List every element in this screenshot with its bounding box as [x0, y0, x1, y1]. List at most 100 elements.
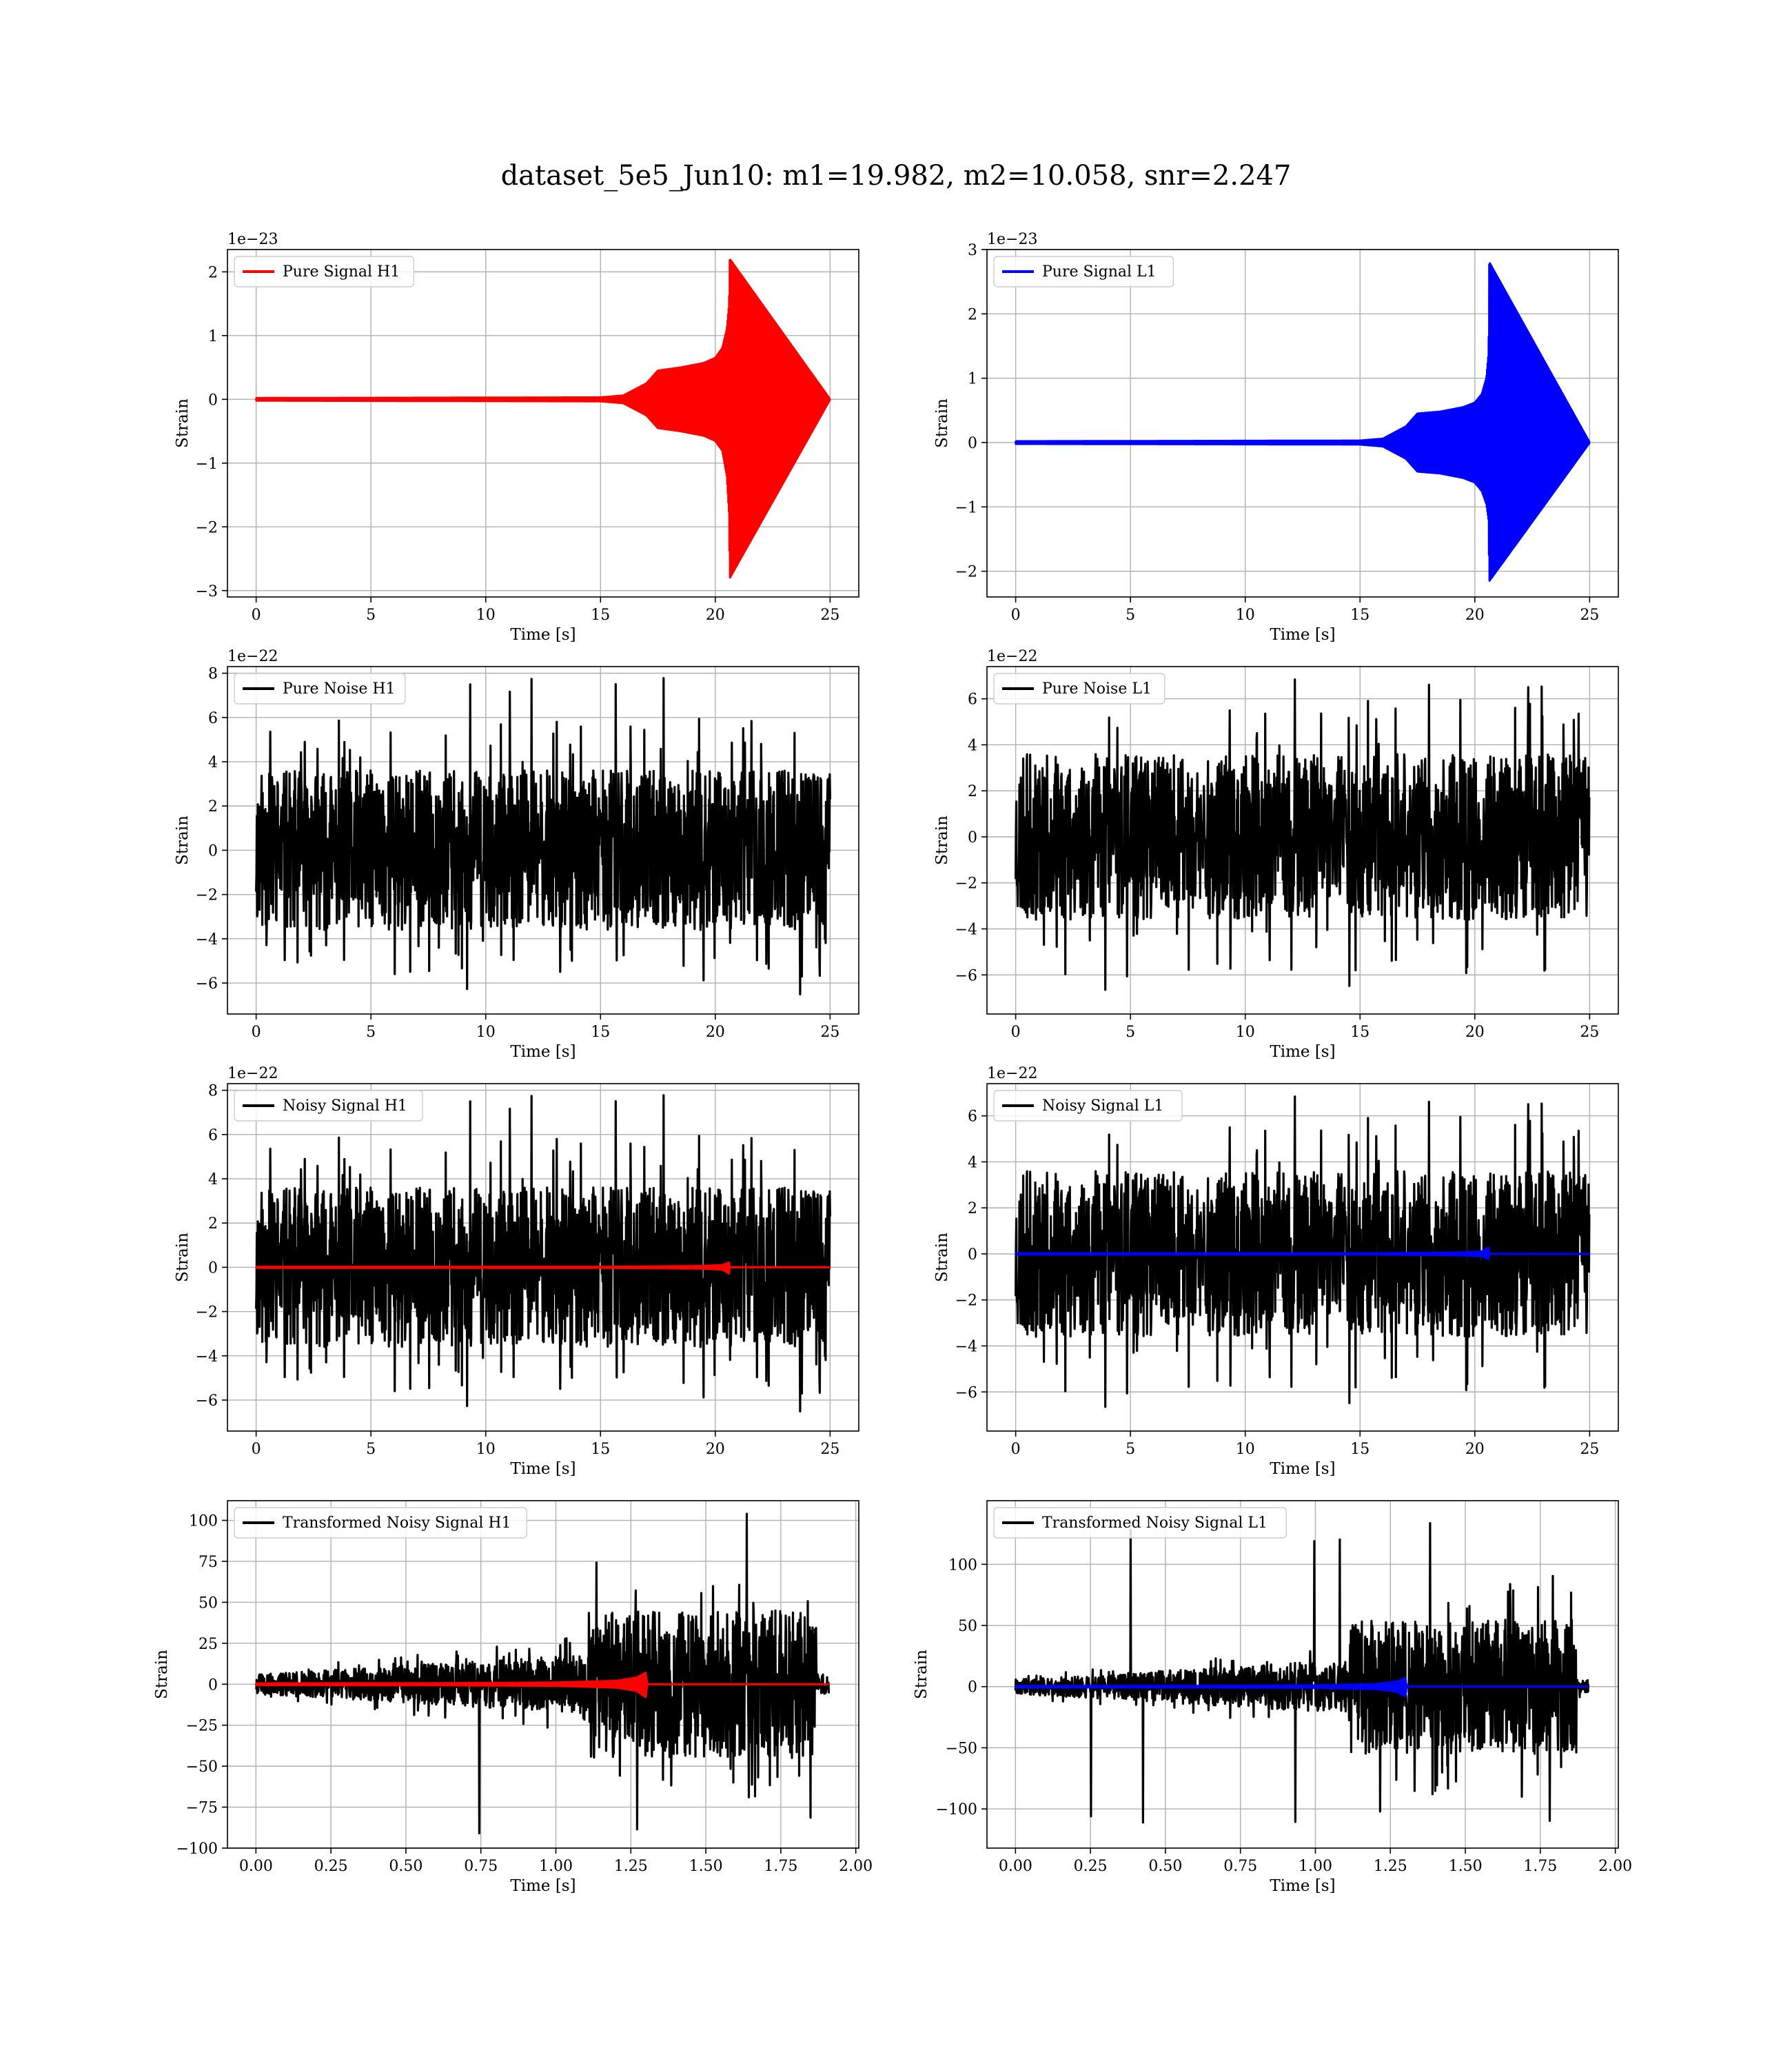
- y-tick-label: 4: [968, 1154, 977, 1171]
- noisy-signal-l1-xlabel: Time [s]: [1270, 1460, 1335, 1478]
- pure-signal-l1-offset-label: 1e−23: [987, 231, 1037, 248]
- y-tick-label: 0: [208, 842, 218, 860]
- x-tick-label: 0.25: [314, 1858, 348, 1875]
- y-tick-label: 0: [208, 1259, 218, 1277]
- pure-noise-l1-offset-label: 1e−22: [987, 648, 1037, 665]
- y-tick-label: 6: [968, 1108, 977, 1126]
- x-tick-label: 1.75: [764, 1858, 797, 1875]
- y-tick-label: −2: [955, 875, 977, 893]
- x-tick-label: 25: [820, 1024, 839, 1041]
- y-tick-label: 4: [968, 737, 977, 754]
- noisy-signal-h1-frame: [227, 1083, 859, 1432]
- x-tick-label: 0.75: [1223, 1858, 1257, 1875]
- legend-label: Noisy Signal L1: [1042, 1097, 1163, 1115]
- transformed-noisy-signal-l1-xlabel: Time [s]: [1270, 1877, 1335, 1895]
- legend-box: [993, 256, 1174, 287]
- y-tick-label: 75: [198, 1554, 218, 1571]
- pure-noise-l1-plot-area: [1015, 678, 1591, 991]
- y-tick-label: −3: [196, 583, 218, 600]
- legend-label: Pure Signal L1: [1042, 263, 1157, 281]
- x-tick-label: 25: [1580, 1024, 1599, 1041]
- pure-signal-l1-axes: 0 5 10 15 20 25 −2 −1 0 1 2 3 Time [s] Strain 1e−23 Pur…: [933, 231, 1619, 644]
- transformed-noisy-signal-l1-axes: 0.00 0.25 0.50 0.75 1.00 1.25 1.50 1.75 2.00 −100…: [913, 1500, 1632, 1895]
- y-tick-label: −4: [955, 922, 977, 939]
- noisy-signal-h1-chirp-line: [255, 1261, 831, 1275]
- y-tick-label: 50: [958, 1618, 977, 1635]
- x-tick-label: 0: [1011, 1024, 1021, 1041]
- noisy-signal-l1-chirp-line: [1015, 1246, 1591, 1260]
- pure-signal-h1-chirp-line: [255, 258, 831, 579]
- x-tick-label: 1.25: [1374, 1858, 1407, 1875]
- pure-noise-l1-axes: 0 5 10 15 20 25 −6 −4 −2 0 2 4 6 Time [s] Strain 1e−22 P…: [933, 648, 1619, 1061]
- transformed-noisy-signal-h1-frame: [227, 1500, 859, 1849]
- x-tick-label: 20: [1465, 1441, 1485, 1458]
- pure-noise-h1-legend: Pure Noise H1: [234, 673, 406, 704]
- transformed-noisy-signal-l1-ylabel: Strain: [913, 1650, 930, 1699]
- y-tick-label: 2: [208, 264, 218, 281]
- noisy-signal-l1-plot-area: [1015, 1095, 1591, 1408]
- pure-signal-l1-plot-area: [1015, 262, 1591, 582]
- x-tick-label: 20: [1465, 1024, 1485, 1041]
- legend-box: [993, 673, 1165, 704]
- y-tick-label: −4: [196, 931, 218, 949]
- pure-signal-l1-legend: Pure Signal L1: [993, 256, 1174, 287]
- transformed-noisy-signal-l1-legend: Transformed Noisy Signal L1: [993, 1507, 1287, 1539]
- y-tick-label: 25: [198, 1636, 218, 1653]
- y-tick-label: 3: [968, 242, 977, 259]
- pure-signal-l1-frame: [986, 249, 1619, 598]
- noisy-signal-l1-axes: 0 5 10 15 20 25 −6 −4 −2 0 2 4 6 Time [s] Strain 1e−22 N…: [933, 1065, 1619, 1478]
- x-tick-label: 20: [1465, 607, 1485, 624]
- x-tick-label: 15: [591, 1024, 610, 1041]
- legend-label: Transformed Noisy Signal H1: [283, 1514, 511, 1532]
- pure-noise-l1-xlabel: Time [s]: [1270, 1043, 1335, 1061]
- x-tick-label: 0.50: [1148, 1858, 1182, 1875]
- pure-noise-h1-frame: [227, 666, 859, 1015]
- noisy-signal-l1-offset-label: 1e−22: [987, 1065, 1037, 1082]
- pure-signal-l1-xlabel: Time [s]: [1270, 626, 1335, 644]
- legend-label: Noisy Signal H1: [283, 1097, 407, 1115]
- x-tick-label: 10: [476, 1024, 496, 1041]
- transformed-noisy-signal-h1-plot-area: [254, 1512, 831, 1834]
- y-tick-label: −50: [186, 1758, 218, 1776]
- y-tick-label: 0: [968, 1246, 977, 1264]
- y-tick-label: 8: [208, 1083, 218, 1100]
- legend-box: [993, 1090, 1183, 1122]
- y-tick-label: 0: [208, 1676, 218, 1694]
- x-tick-label: 5: [1126, 1441, 1135, 1458]
- x-tick-label: 1.00: [1299, 1858, 1332, 1875]
- transformed-noisy-signal-h1-ylabel: Strain: [153, 1650, 171, 1699]
- noisy-signal-l1-legend: Noisy Signal L1: [993, 1090, 1183, 1122]
- transformed-noisy-signal-l1-frame: [986, 1500, 1619, 1849]
- legend-box: [234, 1090, 423, 1122]
- x-tick-label: 0: [1011, 607, 1021, 624]
- pure-noise-h1-axes: 0 5 10 15 20 25 −6 −4 −2 0 2 4 6 8 Time [s] Strain 1e−22…: [174, 648, 859, 1061]
- y-tick-label: 4: [208, 1171, 218, 1188]
- y-tick-label: −4: [955, 1339, 977, 1356]
- x-tick-label: 1.25: [614, 1858, 648, 1875]
- y-tick-label: −1: [955, 499, 977, 516]
- y-tick-label: 2: [208, 798, 218, 815]
- noisy-signal-h1-xlabel: Time [s]: [510, 1460, 576, 1478]
- x-tick-label: 15: [591, 607, 610, 624]
- figure-title: dataset_5e5_Jun10: m1=19.982, m2=10.058,…: [501, 160, 1292, 192]
- noisy-signal-l1-series-main-line: [1015, 1095, 1591, 1408]
- y-tick-label: −6: [955, 1384, 977, 1401]
- x-tick-label: 25: [1580, 1441, 1599, 1458]
- x-tick-label: 15: [1350, 1441, 1370, 1458]
- x-tick-label: 0: [252, 1441, 261, 1458]
- pure-noise-l1-frame: [986, 666, 1619, 1015]
- pure-noise-l1-ylabel: Strain: [933, 815, 951, 865]
- x-tick-label: 0.50: [389, 1858, 422, 1875]
- y-tick-label: 6: [208, 710, 218, 727]
- transformed-noisy-signal-h1-legend: Transformed Noisy Signal H1: [234, 1507, 527, 1539]
- y-tick-label: −2: [955, 564, 977, 581]
- x-tick-label: 10: [476, 1441, 496, 1458]
- transformed-noisy-signal-l1-series-main-line: [1014, 1522, 1590, 1824]
- y-tick-label: −2: [196, 519, 218, 536]
- x-tick-label: 5: [366, 607, 376, 624]
- x-tick-label: 0.00: [999, 1858, 1032, 1875]
- noisy-signal-h1-axes: 0 5 10 15 20 25 −6 −4 −2 0 2 4 6 8 Time [s] Strain 1e−22…: [174, 1065, 859, 1478]
- noisy-signal-h1-offset-label: 1e−22: [227, 1065, 278, 1082]
- noisy-signal-l1-frame: [986, 1083, 1619, 1432]
